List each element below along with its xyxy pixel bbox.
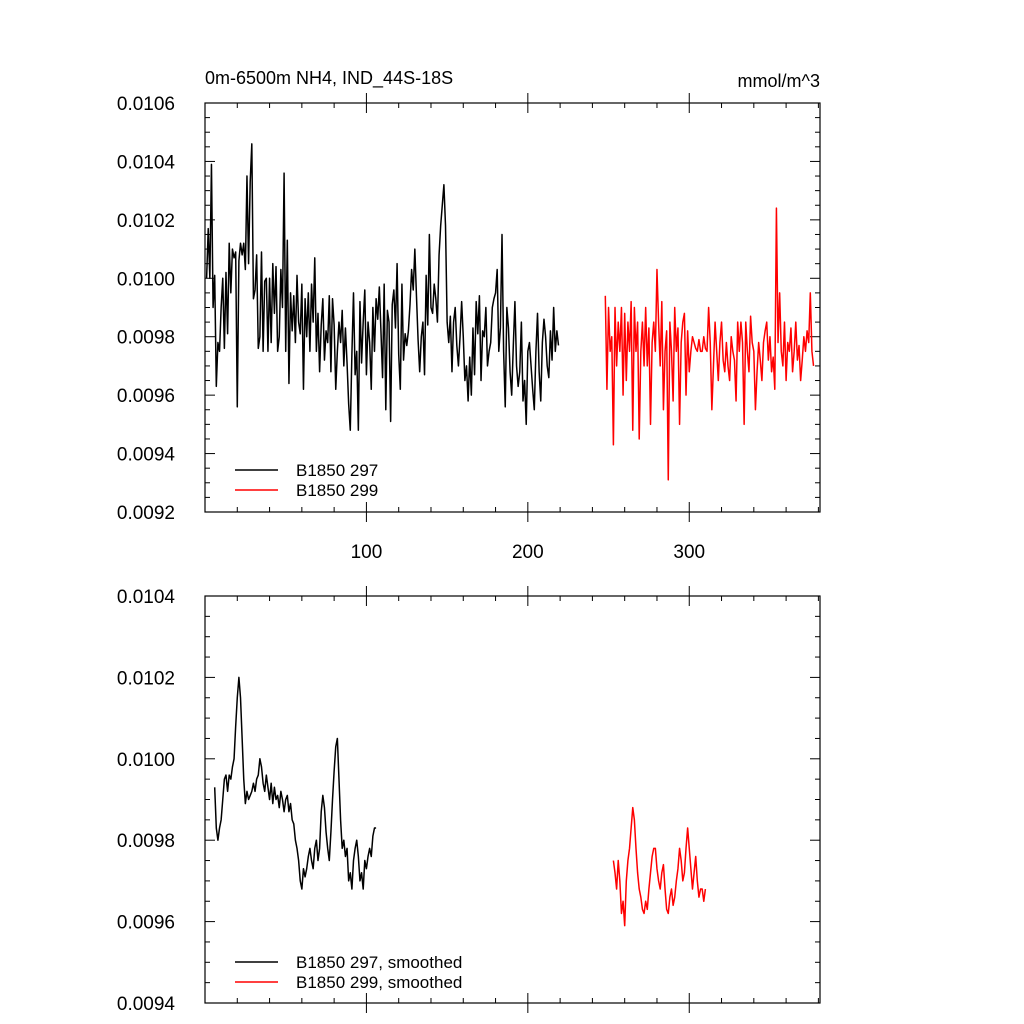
chart-title: 0m-6500m NH4, IND_44S-18S: [205, 68, 453, 89]
series-line-1: [205, 143, 560, 431]
series-line-2: [612, 806, 707, 927]
y-tick-label: 0.0094: [117, 994, 176, 1015]
y-tick-label: 0.0100: [117, 269, 175, 290]
x-tick-label: 200: [512, 542, 544, 563]
y-tick-label: 0.0094: [117, 445, 176, 466]
y-tick-label: 0.0098: [117, 328, 175, 349]
x-tick-label: 300: [673, 542, 705, 563]
raw-timeseries-panel: 0m-6500m NH4, IND_44S-18S mmol/m^3 0.009…: [117, 68, 821, 563]
y-tick-label: 0.0100: [117, 750, 175, 771]
y-tick-label: 0.0102: [117, 668, 175, 689]
y-tick-label: 0.0098: [117, 831, 175, 852]
y-tick-label: 0.0104: [117, 152, 176, 173]
legend-label: B1850 299: [296, 481, 378, 500]
y-tick-label: 0.0106: [117, 94, 175, 115]
y-tick-label: 0.0092: [117, 503, 175, 524]
y-tick-label: 0.0102: [117, 211, 175, 232]
legend-label: B1850 297, smoothed: [296, 953, 462, 972]
series-line-2: [604, 207, 815, 481]
legend-label: B1850 297: [296, 461, 378, 480]
x-tick-label: 100: [351, 542, 383, 563]
y-tick-label: 0.0096: [117, 913, 175, 934]
legend-label: B1850 299, smoothed: [296, 973, 462, 992]
y-tick-label: 0.0096: [117, 386, 175, 407]
series-line-1: [213, 676, 377, 890]
smoothed-timeseries-panel: 0.0094 0.0096 0.0098 0.0100 0.0102 0.0104 B185…: [117, 586, 821, 1015]
y-tick-label: 0.0104: [117, 587, 176, 608]
units-label: mmol/m^3: [738, 71, 820, 91]
